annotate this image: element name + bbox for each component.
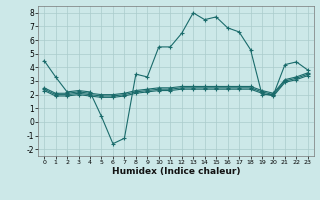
X-axis label: Humidex (Indice chaleur): Humidex (Indice chaleur) <box>112 167 240 176</box>
